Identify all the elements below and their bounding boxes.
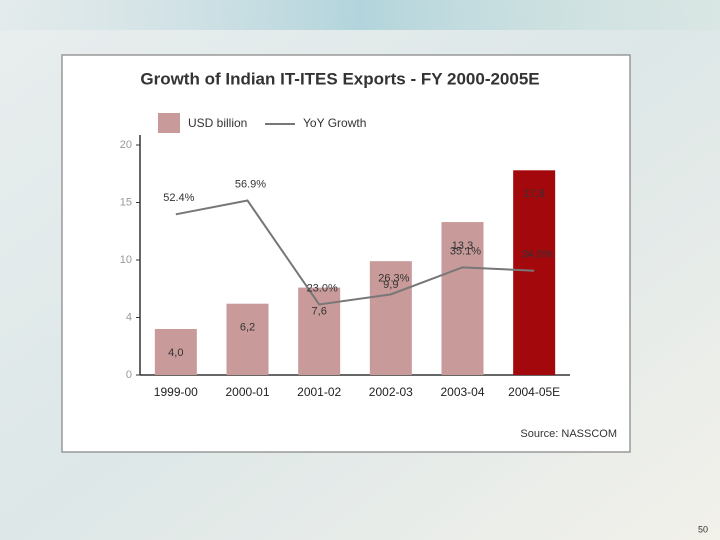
x-tick-label: 2003-04 <box>440 385 484 399</box>
bar <box>154 329 197 375</box>
y-tick-label: 15 <box>120 196 132 208</box>
line-value-label: 56.9% <box>235 178 266 190</box>
x-tick-label: 2002-03 <box>369 385 413 399</box>
bar-value-label: 4,0 <box>168 347 183 359</box>
line-value-label: 35.1% <box>450 245 481 257</box>
bar-value-label: 6,2 <box>240 322 255 334</box>
source: Source: NASSCOM <box>520 428 617 440</box>
y-tick-label: 20 <box>120 139 132 151</box>
bar-value-label: 17,8 <box>523 188 544 200</box>
line-value-label: 34.0% <box>522 249 553 261</box>
legend-label: USD billion <box>188 116 247 130</box>
bar <box>369 261 412 375</box>
growth-line <box>175 199 535 306</box>
line-value-label: 23.0% <box>307 282 338 294</box>
top-band <box>0 0 720 30</box>
y-tick-label: 10 <box>120 254 132 266</box>
x-tick-label: 2001-02 <box>297 385 341 399</box>
y-tick-label: 0 <box>126 369 132 381</box>
x-tick-label: 2004-05E <box>508 385 560 399</box>
x-tick-label: 2000-01 <box>225 385 269 399</box>
line-value-label: 52.4% <box>163 192 194 204</box>
bar <box>441 222 484 375</box>
bar-value-label: 13,3 <box>452 240 473 252</box>
bar-value-label: 7,6 <box>312 306 327 318</box>
y-tick-label: 4 <box>126 311 132 323</box>
legend-swatch <box>158 113 180 133</box>
chart-title: Growth of Indian IT-ITES Exports - FY 20… <box>140 69 539 88</box>
bar <box>513 170 556 375</box>
bar <box>226 303 269 375</box>
bar <box>298 287 341 375</box>
bar-value-label: 9,9 <box>383 279 398 291</box>
line-value-label: 26.3% <box>378 272 409 284</box>
page-number: 50 <box>698 524 708 534</box>
x-tick-label: 1999-00 <box>154 385 198 399</box>
legend-label: YoY Growth <box>303 116 366 130</box>
